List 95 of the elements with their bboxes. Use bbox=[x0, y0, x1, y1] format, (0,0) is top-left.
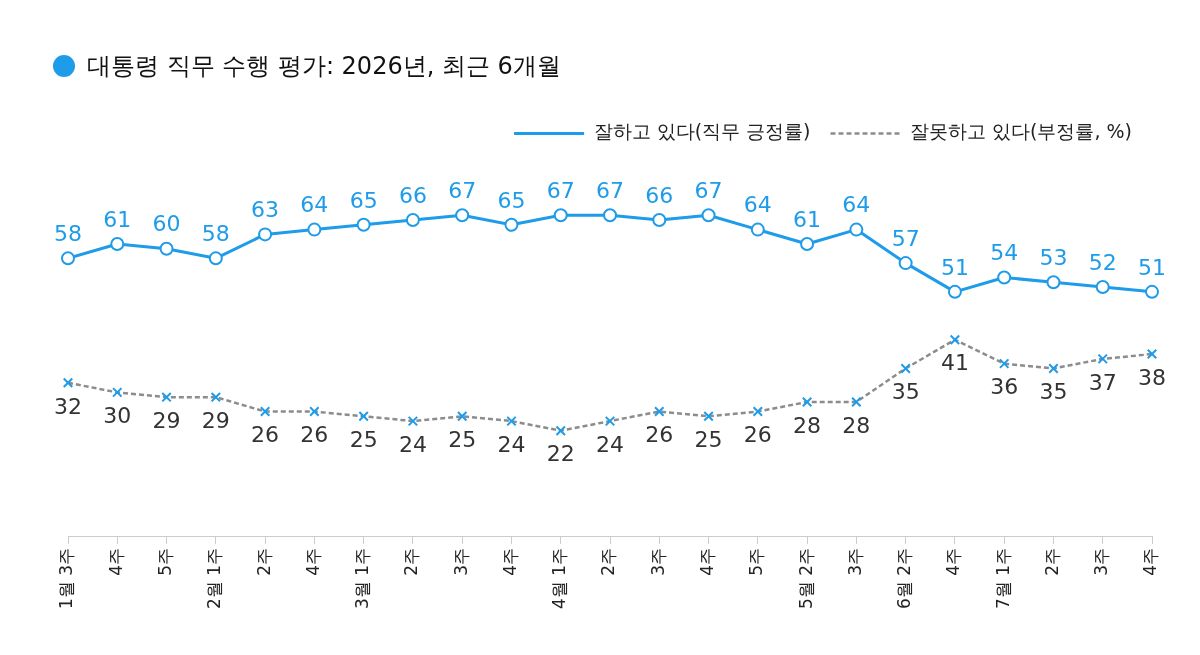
data-label: 65 bbox=[497, 187, 526, 213]
data-label: 24 bbox=[398, 431, 427, 457]
point bbox=[652, 213, 667, 228]
data-label: 52 bbox=[1088, 249, 1117, 275]
x-tick-label: 1월 3주 bbox=[56, 548, 77, 610]
x-tick-label: 2주 bbox=[1041, 548, 1062, 576]
data-label: 58 bbox=[54, 221, 82, 247]
data-label: 57 bbox=[891, 225, 920, 251]
point bbox=[356, 217, 371, 232]
point bbox=[997, 270, 1012, 285]
data-label: 66 bbox=[645, 182, 674, 208]
x-tick-label: 4주 bbox=[302, 548, 323, 576]
data-label: 64 bbox=[842, 192, 871, 218]
x-tick-label: 6월 2주 bbox=[894, 548, 915, 610]
data-label: 67 bbox=[694, 177, 723, 203]
data-label: 66 bbox=[398, 182, 427, 208]
point bbox=[159, 241, 174, 256]
point bbox=[701, 208, 716, 223]
x-tick-label: 3주 bbox=[844, 548, 865, 576]
chart-title: 대통령 직무 수행 평가: 2026년, 최근 6개월 bbox=[87, 51, 561, 82]
data-label: 24 bbox=[497, 431, 526, 457]
point bbox=[800, 236, 815, 251]
data-label: 51 bbox=[1138, 254, 1166, 280]
data-label: 61 bbox=[103, 206, 132, 232]
data-label: 30 bbox=[103, 403, 132, 429]
point bbox=[947, 284, 962, 299]
data-label: 51 bbox=[940, 254, 969, 280]
legend-label: 잘하고 있다(직무 긍정률) bbox=[593, 120, 811, 143]
x-tick-label: 3주 bbox=[450, 548, 471, 576]
data-label: 32 bbox=[54, 393, 82, 419]
x-tick-label: 4월 1주 bbox=[549, 548, 570, 610]
x-tick-label: 4주 bbox=[499, 548, 520, 576]
data-label: 29 bbox=[152, 407, 181, 433]
x-tick-label: 4주 bbox=[1140, 548, 1161, 576]
point bbox=[504, 217, 519, 232]
data-label: 67 bbox=[448, 177, 477, 203]
data-label: 67 bbox=[596, 177, 624, 203]
point bbox=[553, 208, 568, 223]
data-label: 26 bbox=[251, 422, 280, 448]
data-label: 25 bbox=[349, 427, 378, 453]
data-label: 67 bbox=[546, 177, 575, 203]
data-label: 29 bbox=[201, 407, 230, 433]
data-label: 26 bbox=[300, 422, 329, 448]
x-tick-label: 2월 1주 bbox=[204, 548, 225, 610]
point bbox=[405, 213, 420, 228]
point bbox=[898, 256, 913, 271]
data-label: 64 bbox=[743, 192, 772, 218]
x-tick-label: 5주 bbox=[154, 548, 175, 576]
data-label: 41 bbox=[940, 350, 969, 376]
data-label: 35 bbox=[1039, 379, 1068, 405]
x-tick-label: 3주 bbox=[647, 548, 668, 576]
data-label: 38 bbox=[1138, 364, 1166, 390]
point bbox=[750, 222, 765, 237]
point bbox=[110, 236, 125, 251]
data-label: 24 bbox=[596, 431, 624, 457]
data-label: 60 bbox=[152, 211, 181, 237]
data-label: 58 bbox=[201, 221, 230, 247]
point bbox=[208, 251, 223, 266]
point bbox=[1046, 275, 1061, 290]
x-tick-label: 2주 bbox=[253, 548, 274, 576]
point bbox=[258, 227, 273, 242]
data-label: 25 bbox=[694, 427, 723, 453]
x-tick-label: 4주 bbox=[943, 548, 964, 576]
data-label: 61 bbox=[793, 206, 822, 232]
data-label: 26 bbox=[743, 422, 772, 448]
data-label: 54 bbox=[990, 240, 1019, 266]
point bbox=[1145, 284, 1159, 299]
point bbox=[849, 222, 864, 237]
x-tick-label: 4주 bbox=[105, 548, 126, 576]
data-label: 53 bbox=[1039, 244, 1068, 270]
point bbox=[603, 208, 617, 223]
x-tick-label: 3월 1주 bbox=[352, 548, 373, 610]
data-label: 65 bbox=[349, 187, 378, 213]
x-tick-label: 5주 bbox=[746, 548, 767, 576]
x-tick-label: 5월 2주 bbox=[795, 548, 816, 610]
data-label: 28 bbox=[842, 412, 871, 438]
data-label: 26 bbox=[645, 422, 674, 448]
point bbox=[1095, 280, 1110, 295]
point bbox=[61, 251, 75, 266]
x-tick-label: 3주 bbox=[1091, 548, 1112, 576]
point bbox=[455, 208, 470, 223]
data-label: 36 bbox=[990, 374, 1019, 400]
data-label: 37 bbox=[1088, 369, 1117, 395]
x-tick-label: 2주 bbox=[401, 548, 422, 576]
data-label: 63 bbox=[251, 197, 280, 223]
data-label: 25 bbox=[448, 427, 477, 453]
x-tick-label: 4주 bbox=[696, 548, 717, 576]
data-label: 35 bbox=[891, 379, 920, 405]
legend-label: 잘못하고 있다(부정률, %) bbox=[910, 120, 1132, 143]
x-tick-label: 2주 bbox=[598, 548, 619, 576]
data-label: 64 bbox=[300, 192, 329, 218]
data-label: 22 bbox=[546, 441, 575, 467]
x-tick-label: 7월 1주 bbox=[992, 548, 1013, 610]
point bbox=[307, 222, 322, 237]
data-label: 28 bbox=[793, 412, 822, 438]
